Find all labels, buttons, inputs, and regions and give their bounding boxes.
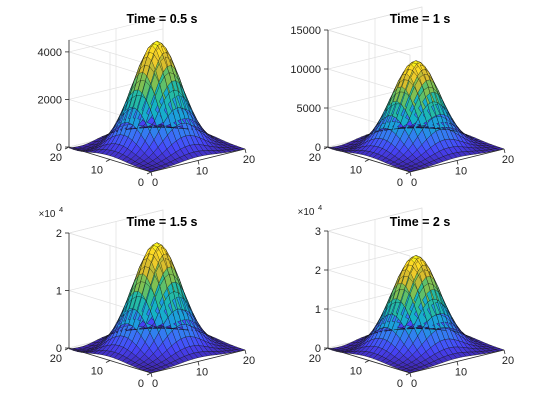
x-tick-mark bbox=[503, 148, 506, 154]
z-tick-label: 4000 bbox=[38, 47, 62, 59]
z-tick-label: 2 bbox=[56, 228, 62, 240]
x-tick-label: 0 bbox=[152, 378, 158, 390]
x-tick-mark bbox=[503, 349, 506, 355]
y-tick-mark bbox=[405, 372, 411, 376]
z-tick-label: 5000 bbox=[297, 103, 321, 115]
x-tick-mark bbox=[409, 171, 412, 177]
subplot-title: Time = 1.5 s bbox=[127, 215, 198, 229]
x-tick-mark bbox=[456, 361, 459, 366]
z-tick-label: 1 bbox=[56, 286, 62, 298]
z-tick-label: 1 bbox=[315, 304, 321, 316]
x-tick-mark bbox=[197, 160, 200, 165]
y-tick-label: 20 bbox=[50, 152, 62, 164]
y-tick-label: 20 bbox=[309, 152, 321, 164]
y-tick-mark bbox=[146, 372, 152, 376]
y-tick-mark bbox=[405, 171, 411, 175]
x-tick-label: 10 bbox=[455, 367, 467, 379]
x-tick-mark bbox=[197, 361, 200, 366]
x-tick-label: 0 bbox=[411, 378, 417, 390]
z-tick-label: 10000 bbox=[290, 64, 321, 76]
x-tick-mark bbox=[244, 349, 247, 355]
y-tick-label: 0 bbox=[138, 177, 144, 189]
x-tick-label: 20 bbox=[502, 355, 514, 367]
x-tick-mark bbox=[244, 148, 247, 154]
surface bbox=[68, 40, 246, 173]
y-tick-mark bbox=[364, 159, 370, 162]
z-tick-label: 0 bbox=[56, 142, 62, 154]
z-axis-exponent: 4 bbox=[59, 205, 63, 214]
x-tick-label: 10 bbox=[196, 367, 208, 379]
y-tick-label: 20 bbox=[50, 353, 62, 365]
x-tick-label: 10 bbox=[455, 166, 467, 178]
x-tick-label: 0 bbox=[152, 177, 158, 189]
z-tick-label: 2000 bbox=[38, 94, 62, 106]
z-tick-label: 0 bbox=[315, 142, 321, 154]
x-tick-label: 20 bbox=[243, 355, 255, 367]
y-tick-mark bbox=[364, 360, 370, 363]
x-tick-mark bbox=[150, 171, 153, 177]
y-tick-mark bbox=[105, 360, 111, 363]
y-tick-label: 0 bbox=[397, 177, 403, 189]
z-tick-label: 0 bbox=[315, 343, 321, 355]
z-tick-label: 0 bbox=[56, 343, 62, 355]
y-tick-label: 0 bbox=[138, 378, 144, 390]
x-tick-mark bbox=[456, 160, 459, 165]
subplot-title: Time = 0.5 s bbox=[127, 12, 198, 26]
x-tick-label: 20 bbox=[243, 154, 255, 166]
x-tick-label: 0 bbox=[411, 177, 417, 189]
z-axis-multiplier: ×10 bbox=[298, 207, 315, 218]
y-tick-mark bbox=[105, 159, 111, 162]
y-tick-label: 10 bbox=[91, 165, 103, 177]
y-tick-label: 10 bbox=[350, 165, 362, 177]
x-tick-label: 10 bbox=[196, 166, 208, 178]
surface bbox=[327, 255, 505, 374]
subplot-title: Time = 2 s bbox=[390, 215, 451, 229]
surface bbox=[327, 60, 505, 173]
y-tick-label: 10 bbox=[91, 366, 103, 378]
y-tick-label: 20 bbox=[309, 353, 321, 365]
z-tick-label: 3 bbox=[315, 226, 321, 238]
subplot-title: Time = 1 s bbox=[390, 12, 451, 26]
z-tick-label: 15000 bbox=[290, 25, 321, 37]
z-axis-multiplier: ×10 bbox=[39, 209, 56, 220]
y-tick-label: 10 bbox=[350, 366, 362, 378]
x-tick-mark bbox=[409, 372, 412, 378]
x-tick-label: 20 bbox=[502, 154, 514, 166]
y-tick-mark bbox=[146, 171, 152, 175]
y-tick-label: 0 bbox=[397, 378, 403, 390]
z-tick-label: 2 bbox=[315, 265, 321, 277]
surface bbox=[68, 242, 246, 374]
z-axis-exponent: 4 bbox=[318, 203, 322, 212]
x-tick-mark bbox=[150, 372, 153, 378]
